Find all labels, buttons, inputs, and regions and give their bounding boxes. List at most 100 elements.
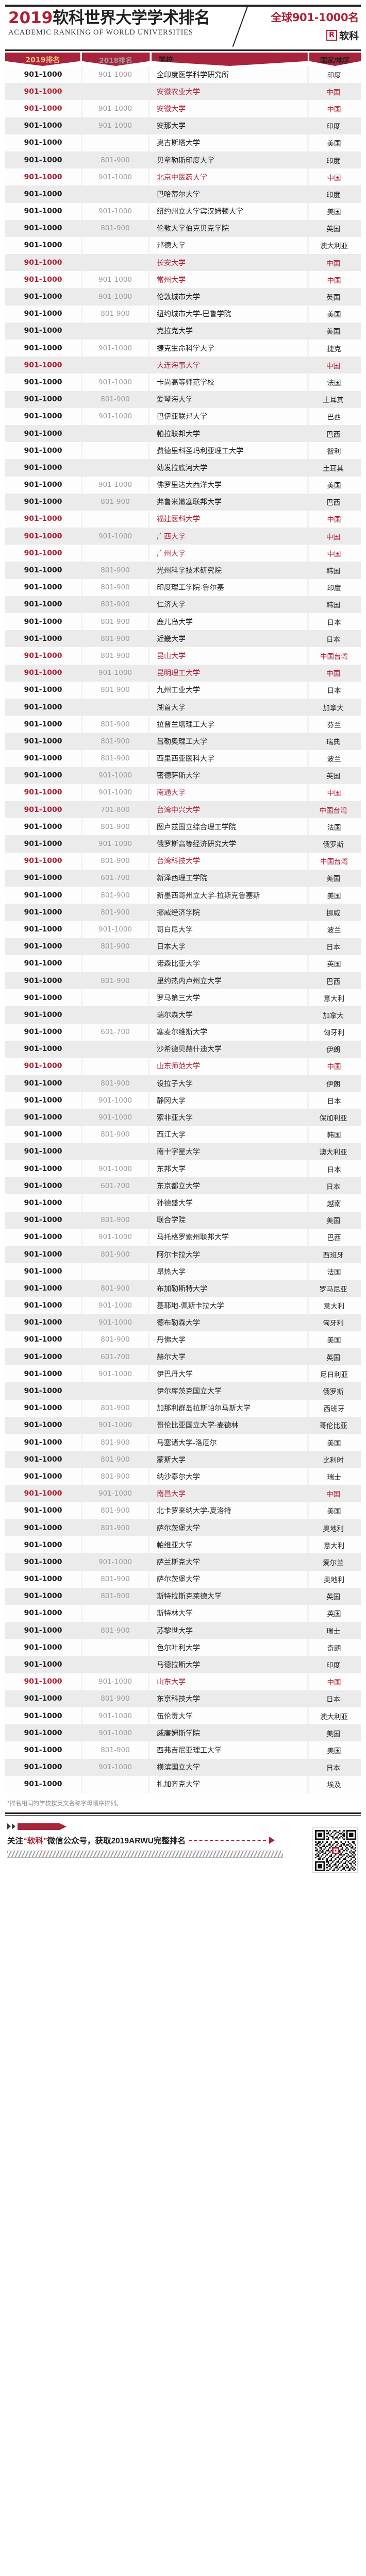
cell-school-name: 仁济大学 xyxy=(149,596,307,613)
cell-country: 匈牙利 xyxy=(307,1314,359,1331)
cell-school-name: 常州大学 xyxy=(149,271,307,289)
cell-rank-2018: 901-1000 xyxy=(81,1416,149,1434)
cell-school-name: 南十字星大学 xyxy=(149,1143,307,1160)
cell-school-name: 西弗吉尼亚理工大学 xyxy=(149,1741,307,1759)
cell-school-name: 巴伊亚联邦大学 xyxy=(149,408,307,425)
cell-school-name: 孙德盛大学 xyxy=(149,1194,307,1212)
table-row: 901-1000 801-900 贝拿勒斯印度大学 印度 xyxy=(5,151,361,169)
cell-country: 伊朗 xyxy=(307,1040,359,1058)
cell-rank-2019: 901-1000 xyxy=(5,767,81,784)
cell-country: 澳大利亚 xyxy=(307,236,359,255)
cell-school-name: 巴哈蒂尔大学 xyxy=(149,185,307,203)
table-row: 901-1000 福建医科大学 中国 xyxy=(5,510,361,528)
cell-rank-2018 xyxy=(81,1263,149,1280)
cell-school-name: 威廉姆斯学院 xyxy=(149,1724,307,1742)
cell-rank-2019: 901-1000 xyxy=(5,1211,81,1229)
cell-country: 匈牙利 xyxy=(307,1023,359,1041)
cell-country: 俄罗斯 xyxy=(307,1382,359,1400)
cell-country: 智利 xyxy=(307,442,359,460)
cell-school-name: 伊尔库茨克国立大学 xyxy=(149,1382,307,1400)
chevron-right-icon xyxy=(12,1823,15,1830)
table-row: 901-1000 801-900 斯特拉斯克莱德大学 英国 xyxy=(5,1587,361,1605)
cell-country: 波兰 xyxy=(307,921,359,938)
cell-rank-2018 xyxy=(81,442,149,460)
cell-rank-2018: 901-1000 xyxy=(81,1707,149,1725)
cell-rank-2019: 901-1000 xyxy=(5,1006,81,1024)
cell-country: 美国 xyxy=(307,202,359,220)
cell-country: 美国 xyxy=(307,1331,359,1349)
cell-rank-2019: 901-1000 xyxy=(5,664,81,682)
table-row: 901-1000 801-900 联合学院 美国 xyxy=(5,1211,361,1229)
cell-rank-2019: 901-1000 xyxy=(5,493,81,511)
table-row: 901-1000 901-1000 伦敦城市大学 英国 xyxy=(5,288,361,306)
cell-rank-2018: 801-900 xyxy=(81,613,149,631)
cell-country: 美国 xyxy=(307,1211,359,1229)
cell-school-name: 全印度医学科学研究所 xyxy=(149,66,307,83)
table-row: 901-1000 801-900 萨尔茨堡大学 奥地利 xyxy=(5,1570,361,1588)
cell-rank-2018: 901-1000 xyxy=(81,100,149,117)
cell-school-name: 近畿大学 xyxy=(149,630,307,648)
cell-rank-2019: 901-1000 xyxy=(5,716,81,733)
table-row: 901-1000 801-900 伦敦大学伯克贝克学院 英国 xyxy=(5,219,361,237)
title-chinese: 软科世界大学学术排名 xyxy=(53,9,210,27)
table-row: 901-1000 邦德大学 澳大利亚 xyxy=(5,236,361,255)
cell-rank-2019: 901-1000 xyxy=(5,1775,81,1793)
wechat-promo: 关注 “软科” 微信公众号，获取2019ARWU完整排名 xyxy=(5,1816,361,1877)
table-row: 901-1000 901-1000 纽约州立大学宾汉姆顿大学 美国 xyxy=(5,202,361,220)
footer-divider-secondary xyxy=(5,1815,361,1816)
cell-rank-2019: 901-1000 xyxy=(5,510,81,528)
table-row: 901-1000 901-1000 哥伦比亚国立大学-麦德林 哥伦比亚 xyxy=(5,1416,361,1434)
table-row: 901-1000 罗马第三大学 意大利 xyxy=(5,989,361,1007)
table-row: 901-1000 大连海事大学 中国 xyxy=(5,357,361,374)
cell-school-name: 南昌大学 xyxy=(149,1485,307,1502)
cell-rank-2018: 901-1000 xyxy=(81,168,149,186)
promo-text-line: 关注 “软科” 微信公众号，获取2019ARWU完整排名 xyxy=(7,1835,359,1846)
cell-school-name: 贝拿勒斯印度大学 xyxy=(149,151,307,169)
cell-school-name: 山东大学 xyxy=(149,1673,307,1690)
cell-rank-2018: 801-900 xyxy=(81,1690,149,1707)
cell-rank-2018: 901-1000 xyxy=(81,1314,149,1331)
cell-rank-2018: 801-900 xyxy=(81,1399,149,1417)
cell-rank-2018: 801-900 xyxy=(81,1468,149,1485)
cell-country: 美国 xyxy=(307,134,359,151)
wechat-qr-code[interactable] xyxy=(312,1827,358,1873)
cell-rank-2018: 801-900 xyxy=(81,647,149,665)
cell-school-name: 蒙斯大学 xyxy=(149,1451,307,1468)
cell-rank-2018 xyxy=(81,459,149,477)
cell-country: 俄罗斯 xyxy=(307,835,359,853)
shanghairanking-logo-icon: R xyxy=(326,30,337,41)
cell-school-name: 南通大学 xyxy=(149,784,307,802)
cell-rank-2018 xyxy=(81,510,149,528)
cell-school-name: 扎加齐克大学 xyxy=(149,1775,307,1793)
masthead-left: 2019软科世界大学学术排名 ACADEMIC RANKING OF WORLD… xyxy=(8,10,243,37)
table-row: 901-1000 801-900 西江大学 韩国 xyxy=(5,1126,361,1143)
cell-rank-2018 xyxy=(81,357,149,374)
cell-rank-2018: 801-900 xyxy=(81,1451,149,1468)
cell-school-name: 新墨西哥州立大学-拉斯克鲁塞斯 xyxy=(149,887,307,904)
column-header-school: 学校 xyxy=(151,53,308,66)
cell-school-name: 索非亚大学 xyxy=(149,1109,307,1126)
cell-rank-2018 xyxy=(81,1656,149,1673)
cell-rank-2018 xyxy=(81,1639,149,1656)
cell-country: 瑞士 xyxy=(307,1468,359,1485)
cell-school-name: 安那大学 xyxy=(149,117,307,134)
table-row: 901-1000 801-900 纳沙泰尔大学 瑞士 xyxy=(5,1468,361,1485)
cell-country: 中国 xyxy=(307,510,359,528)
cell-rank-2018 xyxy=(81,254,149,272)
column-header-school-label: 学校 xyxy=(158,56,173,64)
table-row: 901-1000 昂热大学 法国 xyxy=(5,1263,361,1280)
table-row: 901-1000 901-1000 安那大学 印度 xyxy=(5,117,361,134)
cell-country: 法国 xyxy=(307,1263,359,1280)
brand-name: 软科 xyxy=(339,31,359,42)
cell-country: 奇朗 xyxy=(307,1639,359,1656)
cell-country: 日本 xyxy=(307,613,359,631)
cell-rank-2018: 901-1000 xyxy=(81,66,149,83)
cell-country: 芬兰 xyxy=(307,716,359,733)
table-row: 901-1000 901-1000 索非亚大学 保加利亚 xyxy=(5,1109,361,1126)
cell-country: 保加利亚 xyxy=(307,1109,359,1126)
cell-rank-2018: 601-700 xyxy=(81,869,149,887)
cell-rank-2019: 901-1000 xyxy=(5,305,81,323)
cell-school-name: 西里西亚医科大学 xyxy=(149,750,307,767)
cell-country: 加拿大 xyxy=(307,1006,359,1024)
cell-rank-2019: 901-1000 xyxy=(5,1570,81,1588)
